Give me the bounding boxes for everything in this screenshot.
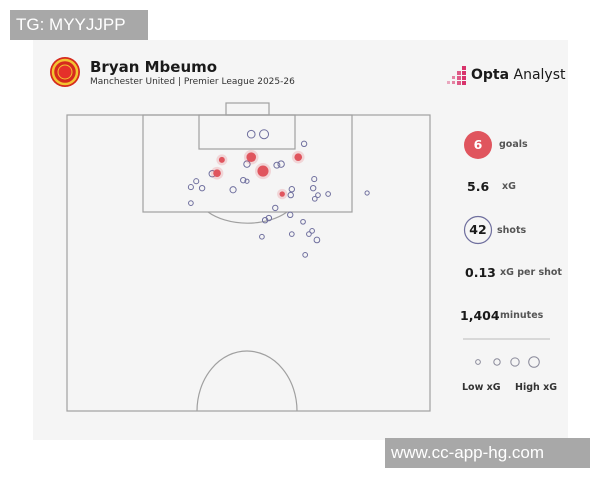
minutes-label: minutes xyxy=(500,310,544,321)
six-yard-box xyxy=(198,114,296,150)
goals-label: goals xyxy=(499,139,528,150)
shots-value: 42 xyxy=(469,222,487,237)
xg-label: xG xyxy=(502,181,516,192)
xg-value: 5.6 xyxy=(467,179,490,194)
goal-point xyxy=(246,152,257,162)
penalty-box xyxy=(142,114,353,213)
goal xyxy=(225,102,270,116)
shot-point xyxy=(259,233,265,240)
brand-name: Opta Analyst xyxy=(471,67,566,83)
legend-high-label: High xG xyxy=(515,382,558,393)
minutes-value: 1,404 xyxy=(460,308,500,323)
xg-legend xyxy=(475,356,540,368)
brand-bold: Opta xyxy=(471,67,510,83)
shot-point xyxy=(315,192,321,198)
shot-point xyxy=(229,186,237,194)
legend-size-circle xyxy=(475,359,481,365)
shot-point xyxy=(246,129,256,139)
shot-point xyxy=(288,231,295,237)
graphic-card xyxy=(33,40,568,440)
shot-point xyxy=(300,140,308,148)
shot-point xyxy=(265,214,273,222)
goal-point xyxy=(279,191,285,197)
shot-point xyxy=(188,200,194,206)
shot-point xyxy=(287,191,294,199)
watermark-bottom: www.cc-app-hg.com xyxy=(385,438,590,468)
shot-point xyxy=(313,236,321,244)
shot-point xyxy=(309,228,315,234)
legend-size-circle xyxy=(510,357,520,367)
shot-point xyxy=(187,184,194,191)
legend-low-label: Low xG xyxy=(462,382,501,393)
shot-point xyxy=(364,190,370,196)
shot-point xyxy=(273,161,281,169)
shot-point xyxy=(277,160,285,168)
subtitle: Manchester United | Premier League 2025-… xyxy=(90,77,295,87)
shot-point xyxy=(311,195,318,202)
shot-point xyxy=(288,186,296,193)
shot-point xyxy=(325,191,331,197)
pitch xyxy=(66,102,431,412)
goal-point xyxy=(213,169,221,178)
goals-value: 6 xyxy=(473,137,483,152)
shot-point xyxy=(300,218,306,225)
penalty-arc xyxy=(207,211,288,224)
shot-point xyxy=(243,160,251,168)
centre-circle xyxy=(196,350,298,412)
shot-point xyxy=(287,211,294,219)
shot-point xyxy=(240,176,247,184)
goals-badge xyxy=(464,131,492,159)
legend-size-circle xyxy=(528,356,540,368)
xg-per-shot-value: 0.13 xyxy=(465,265,496,280)
shot-point xyxy=(259,129,270,140)
shot-point xyxy=(306,231,312,237)
xg-per-shot-label: xG per shot xyxy=(500,267,562,278)
goal-point xyxy=(294,153,303,162)
shot-point xyxy=(272,204,279,212)
brand-regular: Analyst xyxy=(513,67,566,83)
shot-point xyxy=(193,178,200,185)
shot-point xyxy=(302,252,309,258)
shot-point xyxy=(198,184,206,192)
goal-point xyxy=(218,156,225,163)
player-name: Bryan Mbeumo xyxy=(90,58,218,76)
legend-size-circle xyxy=(493,358,501,366)
manchester-united-crest-icon xyxy=(50,57,80,87)
shots-badge xyxy=(463,215,493,245)
opta-logo-icon xyxy=(447,66,466,85)
shots-label: shots xyxy=(497,225,527,236)
shot-point xyxy=(244,178,250,184)
shot-point xyxy=(311,176,318,183)
goal-point xyxy=(257,165,269,177)
watermark-top: TG: MYYJJPP xyxy=(10,10,148,40)
shot-point xyxy=(309,184,317,192)
